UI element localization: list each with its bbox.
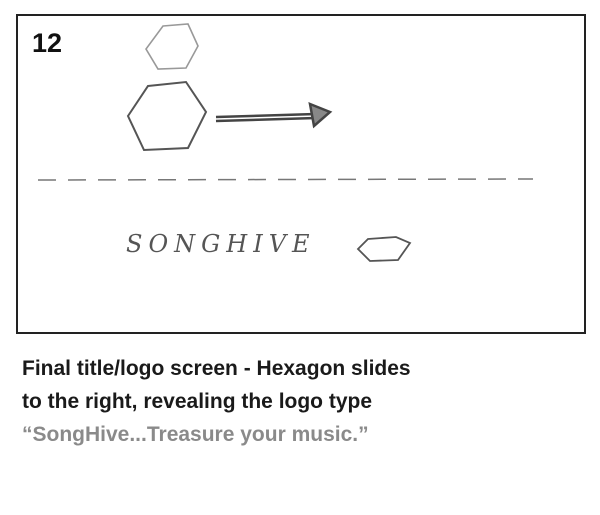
- hexagon-large: [126, 80, 208, 152]
- panel-number: 12: [32, 28, 63, 58]
- caption: Final title/logo screen - Hexagon slides…: [22, 352, 592, 451]
- sketch: SONGHIVE: [37, 23, 534, 262]
- hexagon-logo: [356, 236, 412, 262]
- caption-line: Final title/logo screen - Hexagon slides: [22, 357, 411, 380]
- arrow: [215, 102, 333, 129]
- sketch-logo-text: SONGHIVE: [126, 230, 316, 258]
- hexagon-small: [145, 23, 199, 70]
- divider-line: [37, 178, 534, 181]
- storyboard-frame: SONGHIVE 12: [16, 14, 586, 334]
- caption-line: to the right, revealing the logo type: [22, 390, 373, 413]
- caption-quote: “SongHive...Treasure your music.”: [22, 423, 369, 446]
